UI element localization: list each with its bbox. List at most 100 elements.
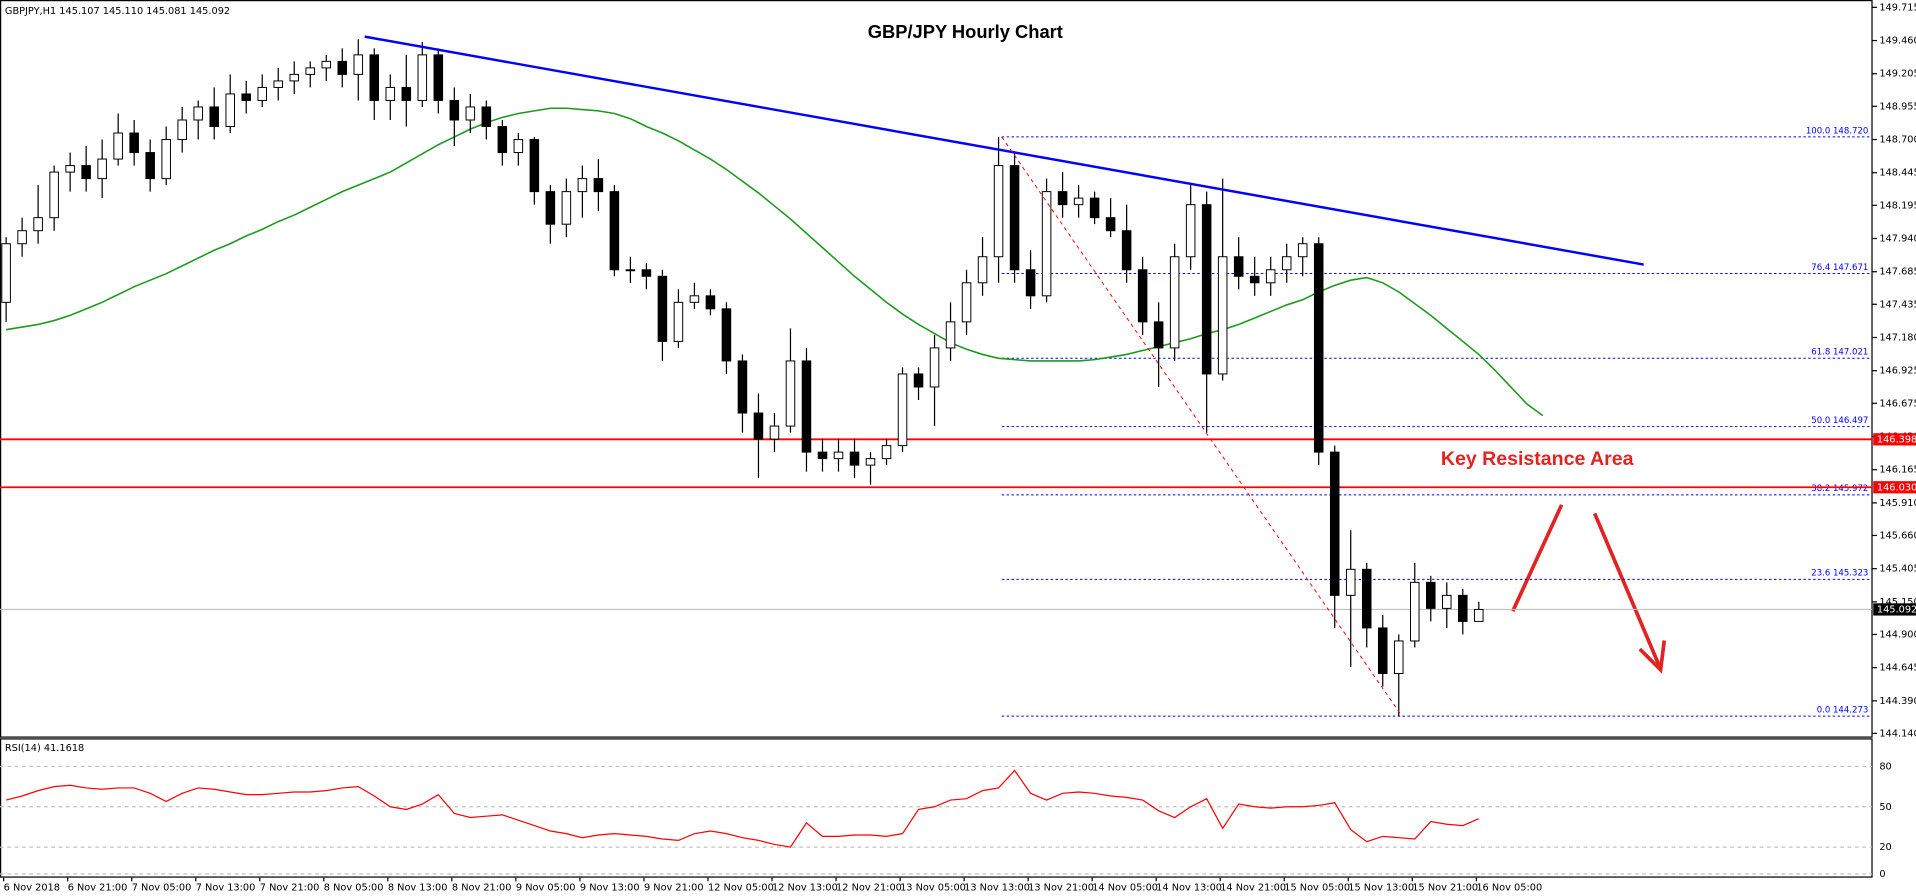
candle-body	[977, 256, 988, 284]
x-tick-label: 6 Nov 2018	[4, 882, 60, 893]
candle-body	[801, 360, 812, 453]
x-tick-label: 13 Nov 21:00	[1028, 882, 1094, 893]
y-tick-label: 50	[1879, 802, 1891, 813]
y-tick-label: 147.180	[1879, 332, 1916, 343]
candle-body	[81, 165, 91, 180]
candle-body	[1458, 594, 1468, 622]
candle-body	[865, 458, 876, 466]
candle-body	[1121, 230, 1132, 271]
y-tick-label: 144.390	[1879, 696, 1916, 707]
candle-body	[401, 86, 412, 101]
candle-body	[193, 106, 203, 121]
candle-body	[1041, 191, 1052, 297]
x-tick-label: 16 Nov 05:00	[1476, 882, 1542, 893]
candle-body	[1281, 256, 1292, 271]
candle-body	[1345, 568, 1356, 596]
arrow-down	[1592, 512, 1662, 667]
x-tick-label: 7 Nov 21:00	[260, 882, 320, 893]
rsi-line	[5, 769, 1480, 848]
y-tick-label: 149.715	[1879, 2, 1916, 13]
main-panel	[0, 0, 1873, 738]
rsi-panel	[0, 738, 1873, 878]
candle-body	[33, 217, 43, 232]
candle-body	[1249, 275, 1260, 284]
candle-body	[769, 425, 780, 440]
candle-body	[1169, 256, 1180, 349]
moving-average	[5, 107, 1544, 417]
candle-body	[1185, 204, 1196, 258]
price-label: 146.030	[1877, 482, 1916, 493]
candle-body	[913, 373, 924, 388]
y-tick-label: 20	[1879, 842, 1891, 853]
y-tick-label: 148.955	[1879, 101, 1916, 112]
x-tick-label: 15 Nov 05:00	[1284, 882, 1350, 893]
x-tick-label: 6 Nov 21:00	[68, 882, 128, 893]
chart-header: GBPJPY,H1 145.107 145.110 145.081 145.09…	[5, 6, 230, 17]
y-tick-label: 145.910	[1879, 498, 1916, 509]
x-tick-label: 9 Nov 13:00	[580, 882, 640, 893]
candle-body	[481, 106, 492, 127]
last-price-label: 145.092	[1877, 604, 1916, 615]
candle-body	[1057, 191, 1068, 206]
y-tick-label: 80	[1879, 761, 1891, 772]
candle-body	[273, 80, 284, 88]
y-tick-label: 147.940	[1879, 234, 1916, 245]
price-label-box	[1873, 433, 1916, 446]
candle-body	[1361, 568, 1372, 629]
candle-body	[721, 308, 732, 362]
candle-body	[465, 106, 476, 121]
x-tick-label: 7 Nov 05:00	[132, 882, 192, 893]
x-tick-label: 14 Nov 05:00	[1092, 882, 1158, 893]
candle-body	[209, 106, 219, 127]
candle-body	[1073, 197, 1084, 206]
x-tick-label: 8 Nov 13:00	[388, 882, 448, 893]
candle-body	[705, 295, 716, 310]
candle-body	[353, 54, 364, 75]
candle-body	[449, 99, 460, 121]
y-tick-label: 0	[1879, 869, 1885, 880]
candle-body	[241, 93, 251, 101]
candle-body	[641, 269, 652, 277]
candle-body	[1153, 321, 1164, 349]
y-tick-label: 145.660	[1879, 530, 1916, 541]
candle-body	[1474, 608, 1484, 622]
candle-body	[833, 451, 844, 460]
y-tick-label: 146.925	[1879, 366, 1916, 377]
y-tick-label: 146.165	[1879, 465, 1916, 476]
x-tick-label: 15 Nov 21:00	[1412, 882, 1478, 893]
candle-body	[1233, 256, 1244, 277]
y-tick-label: 149.205	[1879, 69, 1916, 80]
candle-body	[929, 347, 940, 388]
candle-body	[225, 93, 235, 127]
last-price-box	[1873, 603, 1916, 616]
chart-title: GBP/JPY Hourly Chart	[868, 21, 1063, 42]
candle-body	[561, 191, 572, 225]
candle-body	[1313, 243, 1324, 453]
candle-body	[305, 67, 316, 75]
y-tick-label: 148.700	[1879, 135, 1916, 146]
candle-body	[1217, 256, 1228, 375]
fib-label: 50.0 146.497	[1811, 416, 1868, 426]
candle-body	[161, 139, 171, 180]
candle-body	[1089, 197, 1100, 219]
candle-body	[513, 139, 524, 154]
candle-body	[529, 139, 540, 193]
candle-body	[817, 451, 828, 460]
candle-body	[97, 158, 107, 180]
candle-body	[1, 243, 11, 303]
candle-body	[785, 360, 796, 427]
y-tick-label: 144.645	[1879, 663, 1916, 674]
x-tick-label: 13 Nov 05:00	[900, 882, 966, 893]
x-tick-label: 8 Nov 05:00	[324, 882, 384, 893]
candle-body	[417, 54, 428, 101]
candle-body	[113, 132, 123, 160]
candle-body	[609, 191, 620, 271]
x-tick-label: 14 Nov 21:00	[1220, 882, 1286, 893]
candle-body	[369, 54, 380, 101]
x-tick-label: 13 Nov 13:00	[964, 882, 1030, 893]
candle-body	[545, 191, 556, 225]
candle-body	[1377, 627, 1388, 675]
arrow-head	[1638, 640, 1667, 674]
